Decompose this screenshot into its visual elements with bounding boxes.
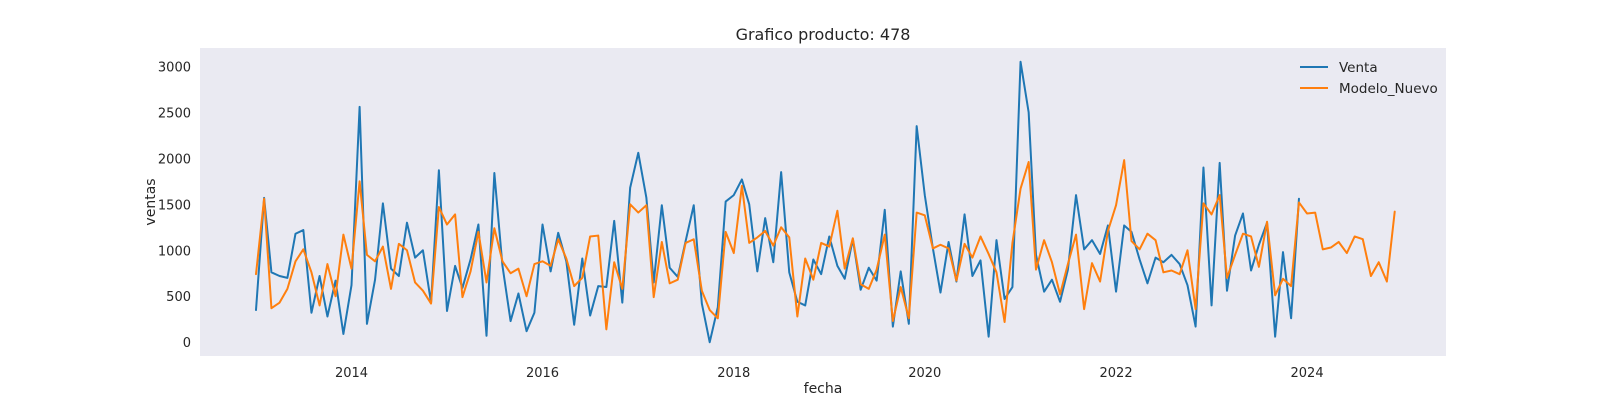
x-tick-label-2018: 2018 [717,366,750,381]
x-tick-label-2024: 2024 [1291,366,1324,381]
x-tick-label-2022: 2022 [1100,366,1133,381]
y-tick-label-1500: 1500 [158,198,191,213]
series-layer [254,60,1396,344]
y-axis-ticks: 0 500 1000 1500 2000 2500 3000 [158,60,191,351]
chart-title: Grafico producto: 478 [736,25,911,44]
legend: Venta Modelo_Nuevo [1300,60,1438,97]
x-axis-ticks: 2014 2016 2018 2020 2022 2024 [335,366,1324,381]
y-tick-label-0: 0 [183,336,191,351]
y-tick-label-2000: 2000 [158,152,191,167]
x-tick-label-2016: 2016 [526,366,559,381]
y-tick-label-3000: 3000 [158,60,191,75]
x-axis-label: fecha [804,381,843,397]
y-axis-label: ventas [143,178,159,225]
legend-label-modelo-nuevo: Modelo_Nuevo [1339,81,1438,97]
x-tick-label-2014: 2014 [335,366,368,381]
series-line-modelo-nuevo [254,159,1396,331]
plot-background [200,48,1446,356]
y-tick-label-1000: 1000 [158,244,191,259]
y-tick-label-500: 500 [166,290,191,305]
x-tick-label-2020: 2020 [908,366,941,381]
y-tick-label-2500: 2500 [158,106,191,121]
series-line-venta [254,60,1300,344]
legend-label-venta: Venta [1339,60,1378,76]
